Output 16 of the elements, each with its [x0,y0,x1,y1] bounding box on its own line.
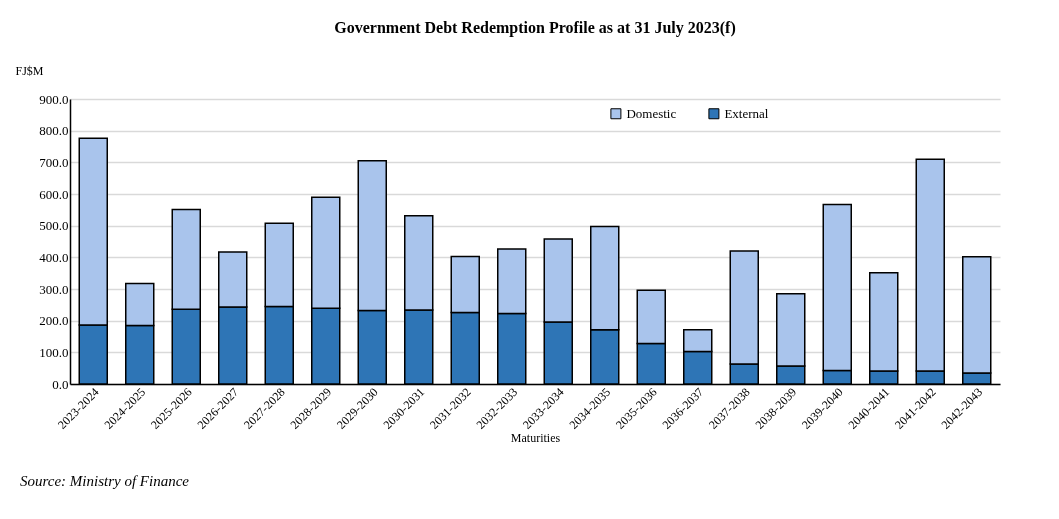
y-tick-label: 200.0 [39,313,69,329]
chart-title: Government Debt Redemption Profile as at 31 July 2023(f) [334,19,736,37]
y-tick-label: 600.0 [39,186,69,202]
y-tick-label: 0.0 [52,376,69,392]
y-tick-label: 900.0 [39,91,69,107]
y-tick-label: 700.0 [39,154,69,170]
y-tick-label: 500.0 [39,218,69,234]
y-tick-label: 300.0 [39,281,69,297]
x-axis-title: Maturities [510,431,561,446]
legend-label: Domestic [626,105,677,121]
legend-label: External [724,105,769,121]
y-tick-label: 800.0 [39,123,69,139]
y-axis-title: FJ$M [15,63,44,78]
y-tick-label: 400.0 [39,249,69,265]
y-tick-label: 100.0 [39,344,69,360]
source-note: Source: Ministry of Finance [20,473,190,489]
